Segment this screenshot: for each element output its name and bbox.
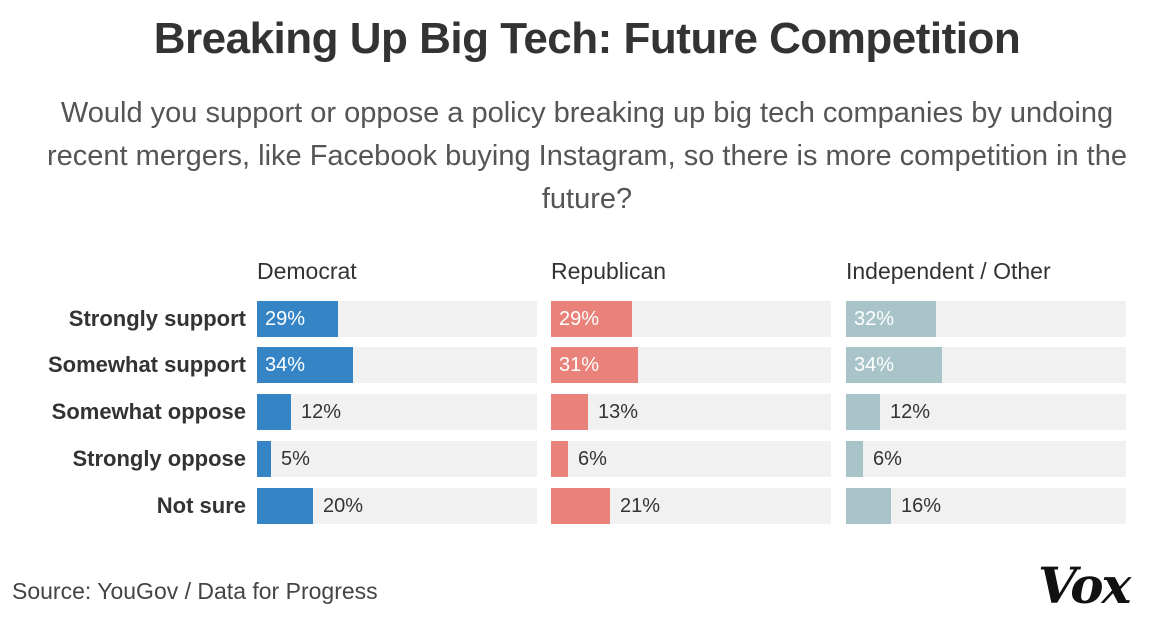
bar-track: 13%	[551, 394, 831, 430]
bar	[257, 394, 291, 430]
source-note: Source: YouGov / Data for Progress	[12, 578, 378, 604]
value-label: 6%	[873, 448, 902, 470]
bar	[551, 347, 638, 383]
bar	[551, 441, 568, 477]
bar-track: 21%	[551, 488, 831, 524]
bar	[846, 488, 891, 524]
bar	[257, 441, 271, 477]
panel-title: Democrat	[257, 258, 357, 284]
bar-track: 16%	[846, 488, 1126, 524]
bar	[257, 488, 313, 524]
bar	[257, 347, 353, 383]
value-label: 32%	[854, 308, 895, 330]
value-label: 20%	[323, 495, 364, 517]
chart-title: Breaking Up Big Tech: Future Competition	[153, 14, 1021, 63]
bar	[846, 347, 942, 383]
category-label: Strongly oppose	[72, 446, 246, 471]
bar-track: 5%	[257, 441, 537, 477]
panel-title: Republican	[551, 258, 667, 284]
value-label: 34%	[265, 354, 306, 376]
value-label: 13%	[598, 401, 639, 423]
bar-track: 34%	[257, 347, 537, 383]
value-label: 31%	[559, 354, 600, 376]
bar	[846, 301, 936, 337]
bar-track: 6%	[551, 441, 831, 477]
bar-track: 34%	[846, 347, 1126, 383]
value-label: 16%	[901, 495, 942, 517]
bar-track: 12%	[846, 394, 1126, 430]
chart-subtitle: Would you support or oppose a policy bre…	[47, 97, 1127, 215]
value-label: 21%	[620, 495, 661, 517]
bar	[551, 394, 588, 430]
bar-track: 20%	[257, 488, 537, 524]
panel-title: Independent / Other	[846, 258, 1051, 284]
bar	[551, 488, 610, 524]
bar-track: 31%	[551, 347, 831, 383]
bar	[846, 394, 880, 430]
value-label: 34%	[854, 354, 895, 376]
bar-track: 29%	[551, 301, 831, 337]
value-label: 12%	[890, 401, 931, 423]
bar-track: 29%	[257, 301, 537, 337]
bar-track: 6%	[846, 441, 1126, 477]
vox-logo: Vox	[1038, 556, 1131, 615]
value-label: 5%	[281, 448, 310, 470]
bar	[846, 441, 863, 477]
value-label: 12%	[301, 401, 342, 423]
value-label: 29%	[559, 308, 600, 330]
category-label: Somewhat oppose	[51, 399, 246, 424]
value-label: 6%	[578, 448, 607, 470]
bar-track: 32%	[846, 301, 1126, 337]
bar	[551, 301, 632, 337]
value-label: 29%	[265, 308, 306, 330]
category-label: Not sure	[156, 493, 246, 518]
bar	[257, 301, 338, 337]
category-label: Somewhat support	[47, 352, 246, 377]
category-label: Strongly support	[68, 306, 246, 331]
bar-track: 12%	[257, 394, 537, 430]
